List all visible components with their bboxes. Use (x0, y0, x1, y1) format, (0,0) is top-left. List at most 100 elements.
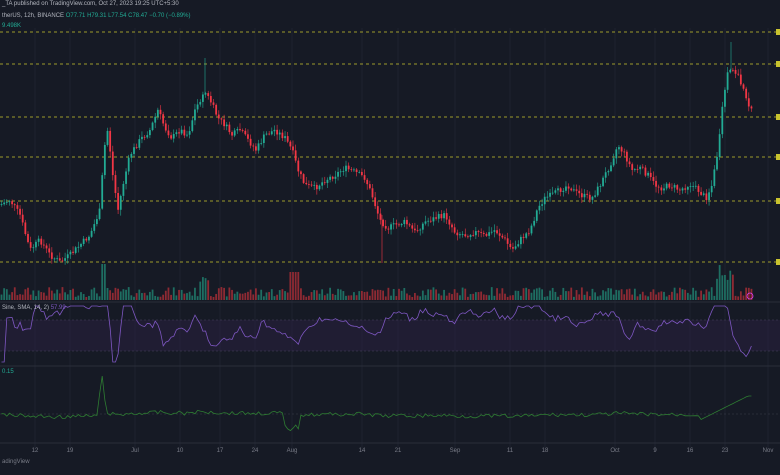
volume-bar-126 (334, 294, 337, 300)
candle-124 (329, 174, 331, 183)
time-axis-label: 18 (542, 448, 549, 454)
time-axis: 12 19 Jul 10 17 24 Aug 14 21 Sep 11 18 Oct 9 16 23 Nov (32, 448, 774, 454)
candle-128 (339, 168, 342, 177)
volume-bar-46 (122, 289, 125, 300)
volume-bar-134 (355, 295, 358, 300)
candle-body (459, 234, 461, 236)
candle-body (294, 150, 297, 161)
candle-body (284, 136, 286, 139)
volume-bar-241 (639, 294, 642, 300)
candle-145 (384, 220, 387, 231)
candle-body (660, 187, 663, 191)
volume-bar-73 (194, 287, 196, 300)
candle-107 (284, 131, 286, 142)
volume-bar-112 (297, 272, 300, 300)
candle-body (472, 235, 475, 236)
candle-body (363, 175, 366, 180)
volume-bar-49 (130, 295, 133, 300)
volume-bar-161 (427, 289, 430, 300)
candle-body (249, 138, 252, 146)
candle-169 (448, 215, 451, 230)
candle-body (615, 149, 618, 159)
candle-body (315, 184, 318, 190)
candle-222 (588, 191, 591, 203)
candle-54 (143, 134, 146, 141)
candle-4 (11, 199, 13, 208)
volume-bar-146 (387, 287, 390, 300)
candle-body (64, 258, 66, 261)
candle-140 (371, 183, 374, 200)
candle-body (559, 188, 562, 192)
candle-80 (212, 98, 215, 109)
candle-243 (644, 165, 647, 178)
candle-body (27, 234, 29, 243)
candle-body (435, 217, 437, 219)
volume-bar-233 (618, 290, 620, 300)
volume-bar-23 (61, 287, 64, 300)
candle-body (588, 194, 591, 200)
volume-bar-85 (225, 296, 228, 300)
candle-body (557, 188, 559, 191)
candle-230 (610, 162, 612, 173)
volume-bar-66 (175, 295, 178, 300)
candle-body (178, 132, 180, 134)
candle-body (591, 196, 594, 200)
volume-bar-256 (679, 287, 681, 300)
candle-20 (53, 257, 56, 262)
candle-177 (469, 233, 472, 241)
candle-266 (705, 189, 708, 205)
time-axis-label: 21 (395, 448, 402, 454)
volume-bar-242 (641, 291, 644, 300)
volume-bar-175 (464, 288, 467, 300)
volume-bar-31 (82, 294, 85, 300)
candle-body (85, 238, 88, 241)
candle-194 (514, 240, 517, 251)
volume-bar-68 (180, 289, 183, 300)
volume-bar-95 (252, 294, 255, 300)
volume-bar-163 (432, 287, 435, 300)
candle-body (302, 174, 305, 183)
candle-body (398, 224, 400, 226)
volume-bar-165 (437, 293, 440, 300)
candle-body (183, 129, 186, 136)
volume-bar-64 (170, 294, 172, 300)
candle-27 (72, 246, 74, 256)
candle-body (175, 132, 178, 135)
volume-bar-93 (247, 291, 249, 300)
candle-body (204, 93, 207, 95)
candle-190 (504, 234, 506, 241)
volume-bar-51 (135, 293, 138, 300)
candle-body (212, 102, 215, 105)
volume-bar-215 (570, 287, 573, 300)
volume-bar-219 (580, 287, 583, 300)
time-axis-label: 17 (217, 448, 224, 454)
candle-body (573, 189, 575, 191)
volume-bar-275 (729, 270, 732, 300)
publisher-line: _TA published on TradingView.com, Oct 27… (2, 1, 179, 7)
candle-body (342, 171, 345, 172)
candle-61 (162, 111, 165, 127)
candle-142 (376, 201, 379, 220)
candle-body (141, 136, 143, 140)
candle-187 (496, 225, 498, 235)
candle-body (628, 161, 631, 165)
volume-bar-42 (111, 292, 114, 300)
candle-body (535, 210, 538, 221)
time-axis-label: 10 (177, 448, 184, 454)
candle-191 (506, 232, 509, 250)
level-marker-0 (776, 29, 780, 35)
rsi-label: Sine, SMA, 14, 2) (2, 305, 50, 311)
volume-bar-88 (233, 293, 236, 300)
volume-bar-224 (594, 292, 596, 300)
volume-bar-235 (623, 294, 626, 300)
volume-bar-15 (40, 292, 43, 300)
candle-body (162, 114, 165, 124)
symbol-line: therUS, 12h, BINANCE O77.71 H79.31 L77.5… (2, 13, 191, 19)
candle-263 (697, 183, 700, 197)
candle-260 (689, 182, 692, 193)
candle-199 (527, 228, 530, 237)
volume-bar-50 (133, 296, 135, 300)
candle-body (392, 223, 395, 225)
